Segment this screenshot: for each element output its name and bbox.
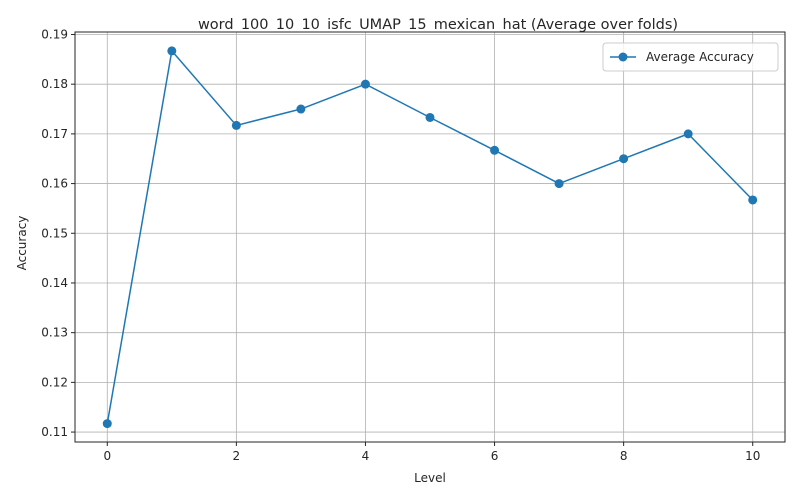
x-tick-label: 6 xyxy=(491,449,499,463)
data-point xyxy=(619,154,629,164)
y-axis-label: Accuracy xyxy=(15,216,29,271)
series-layer xyxy=(102,46,758,429)
legend-box xyxy=(602,42,779,72)
plot-frame xyxy=(74,31,786,443)
legend: Average Accuracy xyxy=(602,42,779,72)
x-axis: 0 2 4 6 8 10 xyxy=(103,442,760,463)
data-point xyxy=(231,120,241,130)
data-point xyxy=(683,129,693,139)
data-point xyxy=(748,195,758,205)
data-point xyxy=(360,79,370,89)
legend-marker xyxy=(618,52,628,62)
data-point xyxy=(296,104,306,114)
data-point xyxy=(102,419,112,429)
y-tick-label: 0.13 xyxy=(41,326,68,340)
data-point xyxy=(490,145,500,155)
legend-label: Average Accuracy xyxy=(646,50,754,64)
y-tick-label: 0.18 xyxy=(41,77,68,91)
y-tick-label: 0.19 xyxy=(41,27,68,41)
y-tick-label: 0.11 xyxy=(41,425,68,439)
x-tick-label: 0 xyxy=(103,449,111,463)
y-axis: 0.11 0.12 0.13 0.14 0.15 0.16 0.17 0.18 0.19 xyxy=(41,27,75,439)
data-point xyxy=(554,179,564,189)
data-point xyxy=(167,46,177,56)
data-point xyxy=(425,112,435,122)
x-axis-label: Level xyxy=(414,471,446,485)
y-tick-label: 0.17 xyxy=(41,127,68,141)
y-tick-label: 0.12 xyxy=(41,375,68,389)
y-tick-label: 0.15 xyxy=(41,226,68,240)
y-tick-label: 0.16 xyxy=(41,177,68,191)
chart-title: word_100_10_10_isfc_UMAP_15_mexican_hat … xyxy=(198,17,678,33)
y-tick-label: 0.14 xyxy=(41,276,68,290)
x-tick-label: 8 xyxy=(620,449,628,463)
x-tick-label: 10 xyxy=(745,449,760,463)
x-tick-label: 2 xyxy=(233,449,241,463)
grid xyxy=(75,32,785,442)
x-tick-label: 4 xyxy=(362,449,370,463)
